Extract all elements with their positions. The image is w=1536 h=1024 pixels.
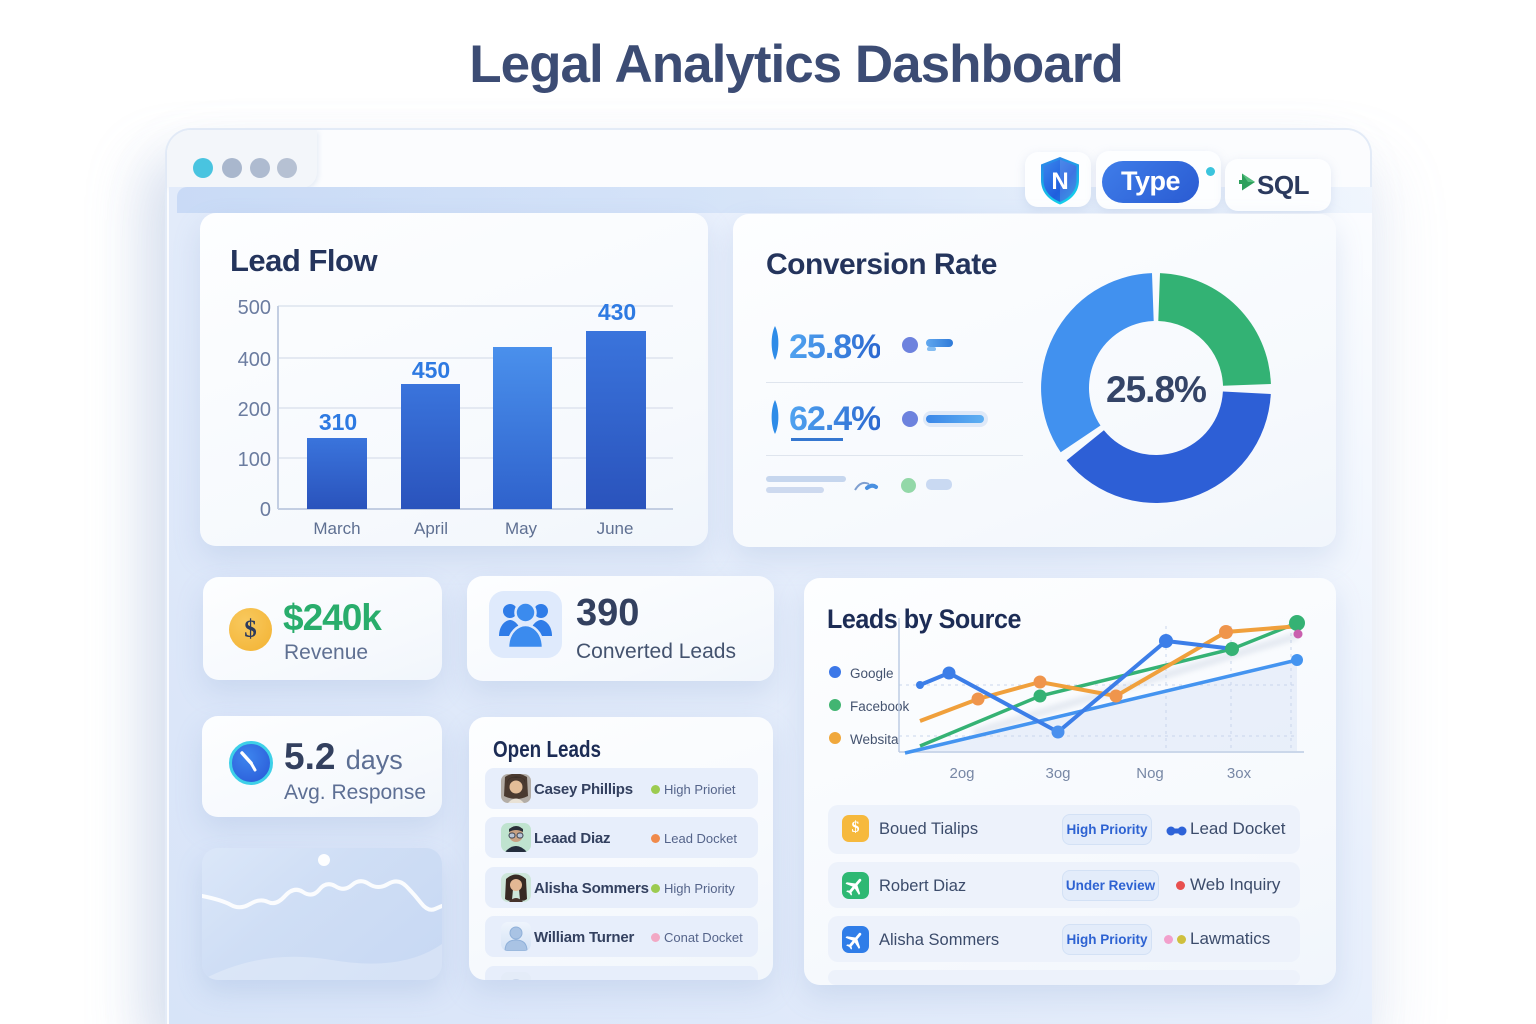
svg-text:500: 500 [238, 297, 271, 319]
svg-text:April: April [414, 519, 448, 538]
svg-text:0: 0 [260, 499, 271, 521]
svg-text:3og: 3og [1045, 765, 1070, 782]
svg-text:March: March [313, 519, 360, 538]
svg-text:450: 450 [412, 357, 450, 383]
svg-text:25.8%: 25.8% [1106, 369, 1206, 410]
svg-text:N: N [1051, 168, 1068, 195]
svg-text:100: 100 [238, 449, 271, 471]
svg-text:3ox: 3ox [1227, 765, 1252, 782]
svg-text:May: May [505, 519, 538, 538]
svg-text:310: 310 [319, 409, 357, 435]
svg-text:June: June [597, 519, 634, 538]
svg-text:200: 200 [238, 399, 271, 421]
svg-text:430: 430 [598, 299, 636, 325]
svg-text:Nog: Nog [1136, 765, 1164, 782]
svg-text:2og: 2og [949, 765, 974, 782]
svg-text:400: 400 [238, 349, 271, 371]
